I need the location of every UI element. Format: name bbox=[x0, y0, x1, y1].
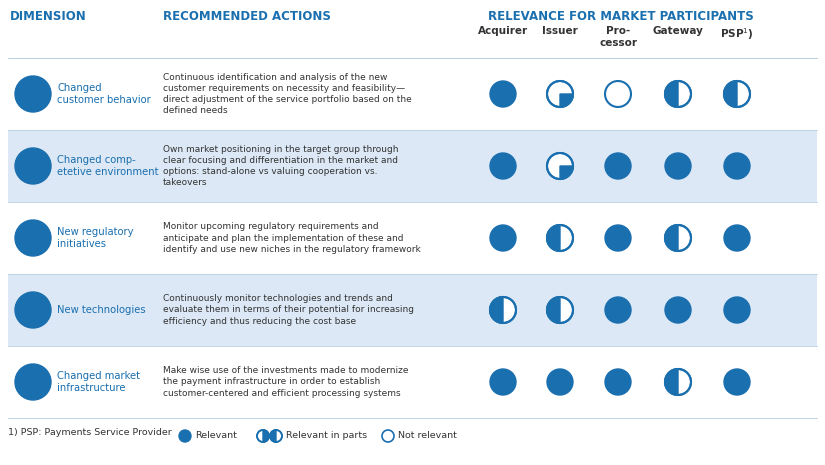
Text: Pro-
cessor: Pro- cessor bbox=[599, 26, 637, 47]
Wedge shape bbox=[665, 369, 678, 395]
Circle shape bbox=[15, 220, 51, 256]
Circle shape bbox=[724, 297, 750, 323]
Circle shape bbox=[724, 225, 750, 251]
Circle shape bbox=[665, 81, 691, 107]
Circle shape bbox=[15, 76, 51, 112]
Circle shape bbox=[724, 369, 750, 395]
Circle shape bbox=[490, 297, 516, 323]
Circle shape bbox=[547, 225, 573, 251]
Text: Own market positioning in the target group through
clear focusing and differenti: Own market positioning in the target gro… bbox=[163, 145, 398, 187]
Wedge shape bbox=[665, 225, 678, 251]
Circle shape bbox=[665, 153, 691, 179]
Circle shape bbox=[382, 430, 394, 442]
Circle shape bbox=[490, 225, 516, 251]
Circle shape bbox=[665, 225, 691, 251]
Wedge shape bbox=[560, 166, 573, 179]
Circle shape bbox=[490, 81, 516, 107]
Text: Continuous identification and analysis of the new
customer requirements on neces: Continuous identification and analysis o… bbox=[163, 73, 412, 115]
Text: Acquirer: Acquirer bbox=[478, 26, 528, 36]
Text: Not relevant: Not relevant bbox=[398, 432, 457, 440]
Text: Relevant in parts: Relevant in parts bbox=[286, 432, 367, 440]
Circle shape bbox=[724, 81, 750, 107]
Circle shape bbox=[605, 81, 631, 107]
Text: Relevant: Relevant bbox=[195, 432, 237, 440]
Text: Changed market
infrastructure: Changed market infrastructure bbox=[57, 371, 140, 393]
Circle shape bbox=[547, 297, 573, 323]
Circle shape bbox=[270, 430, 282, 442]
Circle shape bbox=[724, 153, 750, 179]
Wedge shape bbox=[490, 297, 503, 323]
Bar bbox=[8, 58, 817, 130]
Text: Changed
customer behavior: Changed customer behavior bbox=[57, 83, 151, 105]
Text: Monitor upcoming regulatory requirements and
anticipate and plan the implementat: Monitor upcoming regulatory requirements… bbox=[163, 222, 421, 253]
Circle shape bbox=[15, 148, 51, 184]
Text: DIMENSION: DIMENSION bbox=[10, 10, 87, 23]
Bar bbox=[8, 202, 817, 274]
Wedge shape bbox=[560, 94, 573, 107]
Circle shape bbox=[605, 369, 631, 395]
Circle shape bbox=[257, 430, 269, 442]
Wedge shape bbox=[547, 297, 560, 323]
Bar bbox=[8, 346, 817, 418]
Text: Gateway: Gateway bbox=[653, 26, 704, 36]
Circle shape bbox=[547, 369, 573, 395]
Circle shape bbox=[605, 153, 631, 179]
Text: RELEVANCE FOR MARKET PARTICIPANTS: RELEVANCE FOR MARKET PARTICIPANTS bbox=[488, 10, 754, 23]
Wedge shape bbox=[665, 81, 678, 107]
Circle shape bbox=[490, 369, 516, 395]
Text: New technologies: New technologies bbox=[57, 305, 146, 315]
Circle shape bbox=[665, 369, 691, 395]
Circle shape bbox=[15, 292, 51, 328]
Bar bbox=[8, 274, 817, 346]
Circle shape bbox=[179, 430, 191, 442]
Text: 1) PSP: Payments Service Provider: 1) PSP: Payments Service Provider bbox=[8, 428, 172, 437]
Text: New regulatory
initiatives: New regulatory initiatives bbox=[57, 227, 134, 249]
Text: Continuously monitor technologies and trends and
evaluate them in terms of their: Continuously monitor technologies and tr… bbox=[163, 294, 414, 326]
Circle shape bbox=[15, 364, 51, 400]
Wedge shape bbox=[547, 225, 560, 251]
Text: RECOMMENDED ACTIONS: RECOMMENDED ACTIONS bbox=[163, 10, 331, 23]
Text: PSP$^1$): PSP$^1$) bbox=[720, 26, 754, 42]
Circle shape bbox=[605, 225, 631, 251]
Circle shape bbox=[665, 297, 691, 323]
Bar bbox=[8, 130, 817, 202]
Circle shape bbox=[547, 153, 573, 179]
Circle shape bbox=[605, 297, 631, 323]
Wedge shape bbox=[270, 430, 276, 442]
Circle shape bbox=[490, 153, 516, 179]
Text: Issuer: Issuer bbox=[542, 26, 577, 36]
Circle shape bbox=[547, 81, 573, 107]
Wedge shape bbox=[724, 81, 737, 107]
Text: Changed comp-
etetive environment: Changed comp- etetive environment bbox=[57, 155, 158, 177]
Wedge shape bbox=[263, 430, 269, 442]
Text: Make wise use of the investments made to modernize
the payment infrastructure in: Make wise use of the investments made to… bbox=[163, 366, 408, 398]
